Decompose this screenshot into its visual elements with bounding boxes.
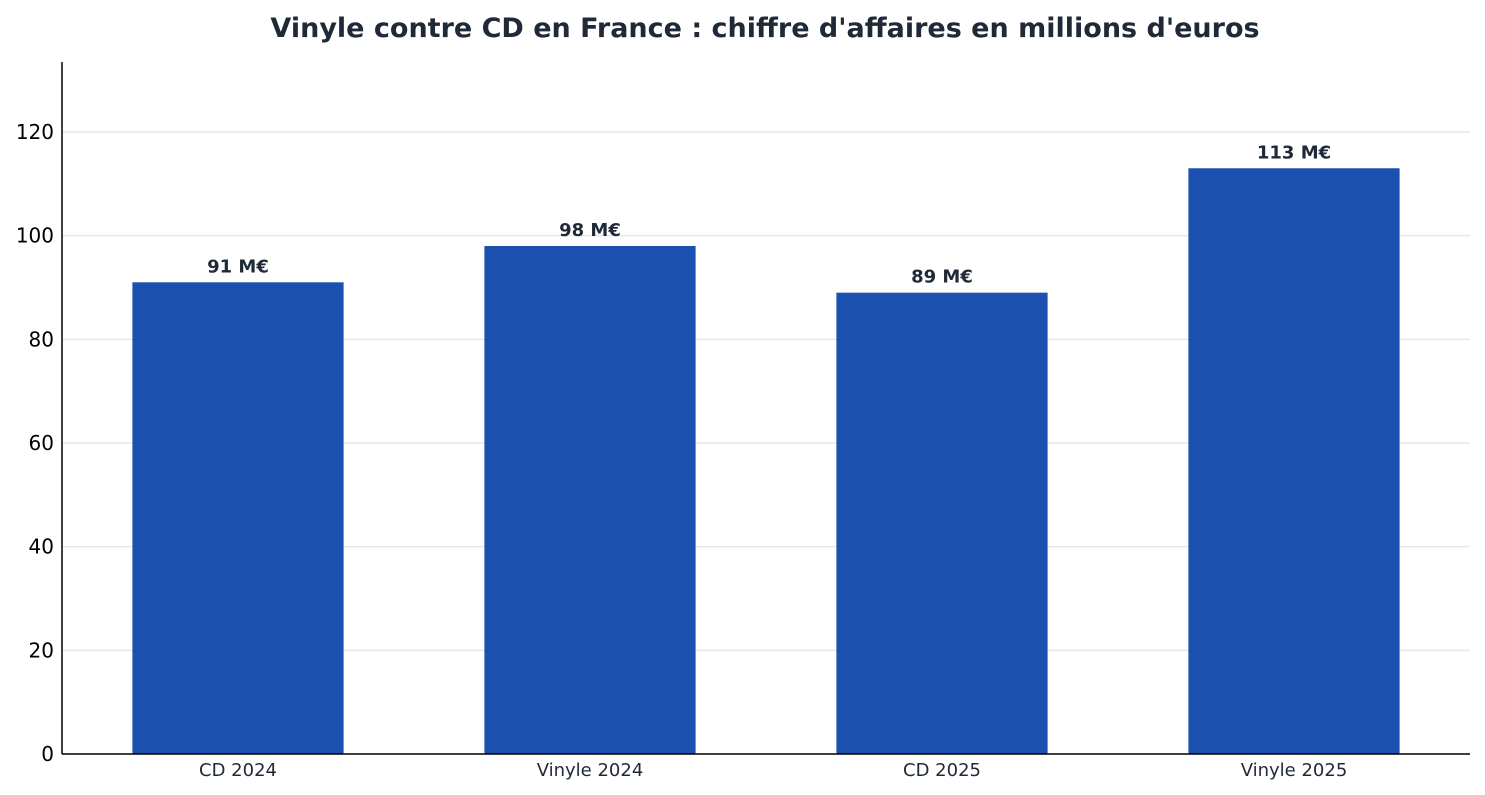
- x-tick-label: Vinyle 2024: [537, 760, 644, 781]
- bar-value-label: 89 M€: [911, 267, 973, 288]
- bar-value-label: 113 M€: [1257, 142, 1331, 163]
- y-tick-label: 80: [29, 327, 54, 351]
- bars-layer: [132, 168, 1400, 754]
- x-tick-label: Vinyle 2025: [1241, 760, 1348, 781]
- bar: [1188, 168, 1400, 754]
- y-tick-label: 100: [16, 224, 54, 248]
- y-axis: 0 20 40 60 80 100 120: [16, 62, 63, 766]
- y-tick-label: 0: [41, 742, 54, 766]
- bar: [836, 292, 1048, 754]
- bar-value-label: 98 M€: [559, 220, 621, 241]
- x-axis: CD 2024 Vinyle 2024 CD 2025 Vinyle 2025: [62, 753, 1470, 781]
- data-labels-layer: 91 M€ 98 M€ 89 M€ 113 M€: [207, 142, 1331, 287]
- bar-value-label: 91 M€: [207, 256, 269, 277]
- y-tick-label: 120: [16, 120, 54, 144]
- y-tick-label: 60: [29, 431, 54, 455]
- chart-title: Vinyle contre CD en France : chiffre d'a…: [270, 13, 1259, 44]
- x-tick-label: CD 2024: [199, 760, 277, 781]
- x-tick-label: CD 2025: [903, 760, 981, 781]
- y-tick-label: 20: [29, 638, 54, 662]
- y-tick-label: 40: [29, 535, 54, 559]
- bar: [132, 282, 344, 754]
- bar: [484, 246, 696, 754]
